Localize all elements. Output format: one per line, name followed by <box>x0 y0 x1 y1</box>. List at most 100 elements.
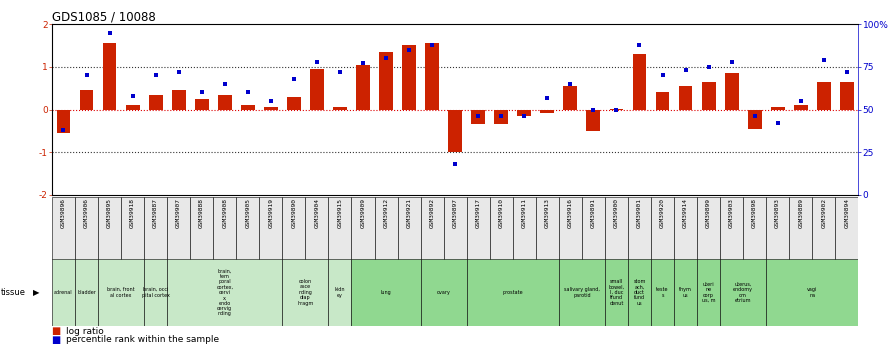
Bar <box>605 259 628 326</box>
Text: GSM39889: GSM39889 <box>798 198 804 228</box>
Bar <box>98 259 144 326</box>
Text: adrenal: adrenal <box>54 290 73 295</box>
Text: GSM39888: GSM39888 <box>199 198 204 228</box>
Bar <box>121 197 144 260</box>
Bar <box>674 259 697 326</box>
Bar <box>98 197 121 260</box>
Bar <box>379 52 393 110</box>
Text: GSM39913: GSM39913 <box>545 198 550 228</box>
Bar <box>144 259 168 326</box>
Text: GSM39902: GSM39902 <box>822 198 826 228</box>
Text: GSM39914: GSM39914 <box>683 198 688 228</box>
Bar <box>725 73 738 110</box>
Bar <box>287 97 301 110</box>
Bar <box>559 197 582 260</box>
Bar <box>771 107 785 110</box>
Bar <box>720 197 743 260</box>
Text: GSM39893: GSM39893 <box>775 198 780 228</box>
Bar <box>259 197 282 260</box>
Text: teste
s: teste s <box>656 287 668 298</box>
Bar <box>587 110 600 131</box>
Text: log ratio: log ratio <box>66 327 104 336</box>
Text: GSM39887: GSM39887 <box>153 198 159 228</box>
Text: GSM39907: GSM39907 <box>177 198 181 228</box>
Bar <box>168 259 282 326</box>
Bar <box>306 197 329 260</box>
Text: small
bowel,
I, duc
tfund
denut: small bowel, I, duc tfund denut <box>608 279 625 306</box>
Text: bladder: bladder <box>77 290 96 295</box>
Bar <box>75 197 98 260</box>
Bar <box>213 197 237 260</box>
Text: GSM39918: GSM39918 <box>130 198 135 228</box>
Bar <box>264 107 278 110</box>
Bar <box>651 259 674 326</box>
Bar <box>517 110 531 116</box>
Bar <box>375 197 398 260</box>
Text: GSM39900: GSM39900 <box>614 198 619 228</box>
Bar <box>103 43 116 110</box>
Text: GSM39909: GSM39909 <box>360 198 366 228</box>
Text: GSM39905: GSM39905 <box>246 198 250 228</box>
Bar <box>471 110 485 125</box>
Text: GSM39903: GSM39903 <box>729 198 734 228</box>
Text: brain, front
al cortex: brain, front al cortex <box>108 287 135 298</box>
Bar <box>444 197 467 260</box>
Bar <box>420 259 467 326</box>
Bar <box>697 197 720 260</box>
Bar <box>582 197 605 260</box>
Bar <box>402 46 416 110</box>
Text: GSM39917: GSM39917 <box>476 198 481 228</box>
Bar <box>329 259 351 326</box>
Text: stom
ach,
duct
fund
us: stom ach, duct fund us <box>633 279 646 306</box>
Bar <box>559 259 605 326</box>
Text: brain,
tem
poral
cortex,
cervi
x,
endo
cervig
nding: brain, tem poral cortex, cervi x, endo c… <box>216 268 233 316</box>
Bar <box>748 110 762 129</box>
Bar <box>674 197 697 260</box>
Text: GSM39916: GSM39916 <box>568 198 573 228</box>
Bar <box>495 110 508 125</box>
Bar <box>817 82 831 110</box>
Text: GSM39890: GSM39890 <box>291 198 297 228</box>
Text: salivary gland,
parotid: salivary gland, parotid <box>564 287 599 298</box>
Bar <box>168 197 190 260</box>
Text: lung: lung <box>381 290 392 295</box>
Text: GSM39897: GSM39897 <box>452 198 458 228</box>
Bar <box>310 69 323 110</box>
Bar <box>605 197 628 260</box>
Bar <box>678 86 693 110</box>
Text: ovary: ovary <box>436 290 451 295</box>
Text: ■: ■ <box>52 326 65 336</box>
Bar <box>56 110 71 133</box>
Bar <box>628 197 651 260</box>
Text: GSM39912: GSM39912 <box>383 198 389 228</box>
Bar <box>149 95 162 110</box>
Bar <box>794 105 807 110</box>
Bar <box>840 82 854 110</box>
Bar <box>702 82 716 110</box>
Bar <box>172 90 185 110</box>
Bar <box>194 99 209 110</box>
Bar <box>697 259 720 326</box>
Bar <box>743 197 766 260</box>
Bar <box>564 86 577 110</box>
Text: GSM39904: GSM39904 <box>314 198 320 228</box>
Bar <box>813 197 835 260</box>
Text: GSM39891: GSM39891 <box>590 198 596 228</box>
Bar <box>835 197 858 260</box>
Text: GSM39901: GSM39901 <box>637 198 642 228</box>
Text: GSM39921: GSM39921 <box>407 198 411 228</box>
Bar <box>351 259 420 326</box>
Bar <box>720 259 766 326</box>
Text: GSM39906: GSM39906 <box>84 198 89 228</box>
Bar <box>448 110 462 152</box>
Bar <box>766 197 789 260</box>
Text: brain, occi
pital cortex: brain, occi pital cortex <box>142 287 169 298</box>
Bar <box>144 197 168 260</box>
Bar <box>628 259 651 326</box>
Bar <box>356 65 370 110</box>
Bar <box>282 259 329 326</box>
Bar <box>190 197 213 260</box>
Bar <box>52 259 75 326</box>
Bar <box>540 110 555 113</box>
Bar <box>651 197 674 260</box>
